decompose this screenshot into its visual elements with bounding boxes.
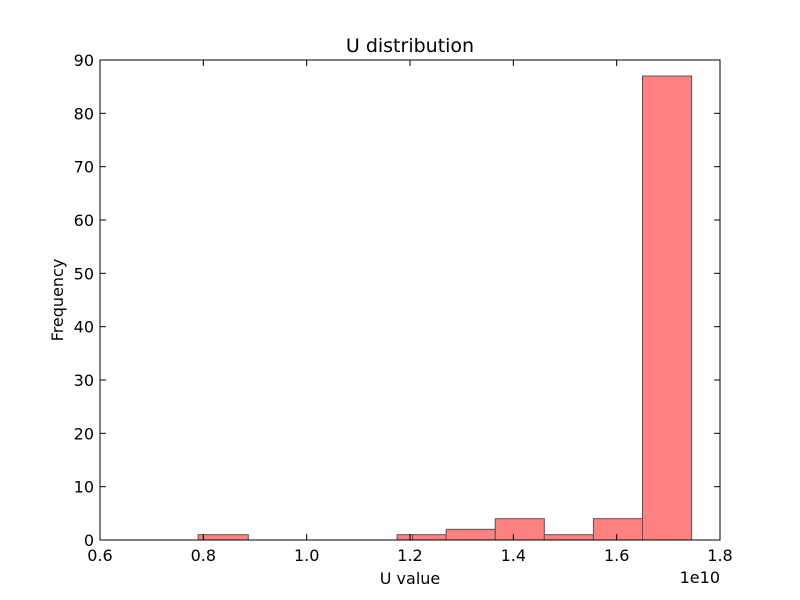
x-tick-label-5: 1.6: [604, 546, 629, 565]
y-tick-label-9: 90: [74, 51, 94, 70]
y-tick-label-1: 10: [74, 478, 94, 497]
x-tick-label-0: 0.6: [87, 546, 112, 565]
y-tick-label-0: 0: [84, 531, 94, 550]
y-tick-label-4: 40: [74, 318, 94, 337]
histogram-bar-6: [543, 534, 594, 541]
histogram-bar-3: [412, 534, 447, 541]
histogram-bar-0: [197, 534, 204, 541]
bars-group: [197, 75, 693, 541]
x-axis-label: U value: [380, 569, 441, 588]
x-tick-label-3: 1.2: [397, 546, 422, 565]
y-tick-label-7: 70: [74, 158, 94, 177]
y-axis-label: Frequency: [48, 259, 67, 342]
y-tick-label-8: 80: [74, 104, 94, 123]
plot-frame: [99, 59, 721, 541]
x-multiplier-label: 1e10: [680, 568, 720, 587]
histogram-bar-8: [642, 75, 693, 541]
histogram-bar-1: [202, 534, 249, 541]
x-tick-label-4: 1.4: [501, 546, 526, 565]
histogram-bar-5: [494, 518, 545, 541]
chart-title: U distribution: [346, 35, 474, 57]
histogram-bar-4: [445, 528, 496, 541]
x-tick-label-1: 0.8: [191, 546, 216, 565]
x-tick-label-2: 1.0: [294, 546, 319, 565]
ticks-group: 0.6 0.8 1.0 1.2 1.4 1.6 1.8 0 10 20 30 40 50 60 70 80 90: [74, 51, 733, 565]
x-tick-label-6: 1.8: [707, 546, 732, 565]
y-tick-label-3: 30: [74, 371, 94, 390]
y-tick-label-2: 20: [74, 424, 94, 443]
histogram-bar-7: [592, 518, 644, 541]
y-tick-label-5: 50: [74, 264, 94, 283]
y-tick-label-6: 60: [74, 211, 94, 230]
